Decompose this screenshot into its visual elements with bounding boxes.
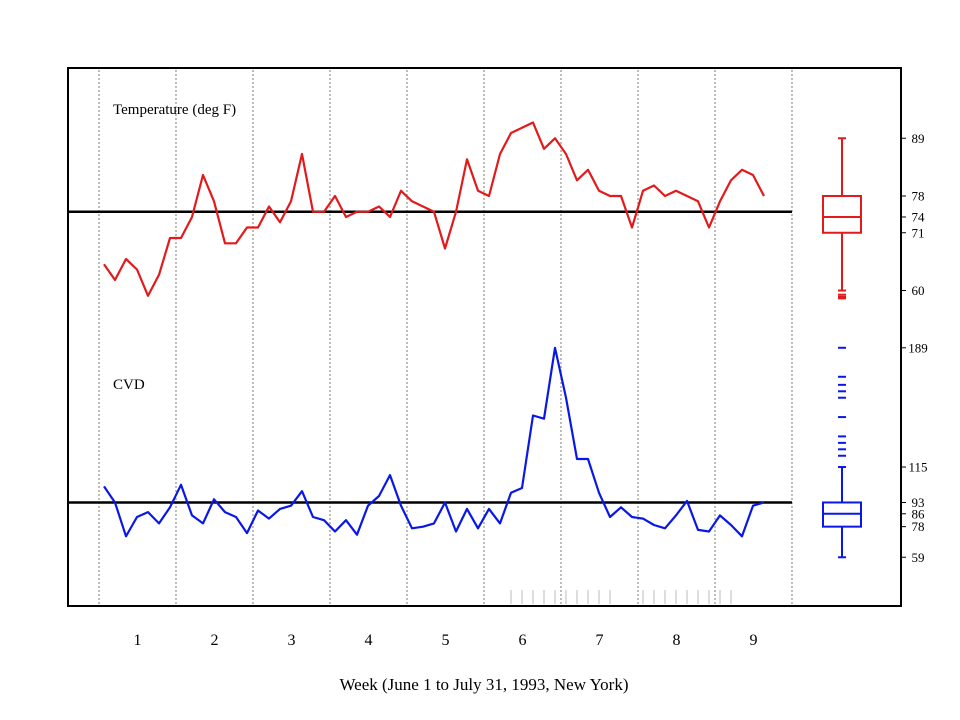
week-label: 2 (211, 632, 219, 649)
week-label: 5 (442, 632, 450, 649)
reference-lines (68, 210, 792, 504)
week-labels: 1 2 3 4 5 6 7 8 9 (134, 632, 758, 649)
week-label: 4 (365, 632, 373, 649)
y-tick-label: 93 (912, 495, 925, 510)
y-tick-label: 115 (908, 460, 927, 475)
boxplots (822, 137, 862, 559)
week-label: 3 (288, 632, 296, 649)
week-label: 9 (750, 632, 758, 649)
rug (510, 590, 732, 604)
week-dividers (98, 70, 793, 604)
week-label: 8 (673, 632, 681, 649)
y-tick-label: 59 (912, 550, 925, 565)
series-line (103, 346, 765, 538)
week-label: 1 (134, 632, 142, 649)
panel-title-cvd: CVD (113, 377, 145, 393)
y-tick-label: 89 (912, 131, 925, 146)
panel-title-temperature: Temperature (deg F) (113, 102, 236, 118)
plot-frame (67, 67, 902, 607)
x-axis-label: Week (June 1 to July 31, 1993, New York) (339, 675, 628, 694)
y-tick-label: 74 (912, 210, 926, 225)
y-tick-label: 78 (912, 519, 925, 534)
y-tick-label: 60 (912, 283, 925, 298)
week-label: 6 (519, 632, 527, 649)
y-tick-label: 78 (912, 189, 925, 204)
week-label: 7 (596, 632, 604, 649)
y-tick-label: 86 (912, 506, 926, 521)
series-group (103, 121, 765, 538)
box-body (822, 195, 862, 234)
y-tick-label: 189 (908, 340, 928, 355)
y-tick-label: 71 (912, 225, 925, 240)
series-line (103, 121, 765, 297)
